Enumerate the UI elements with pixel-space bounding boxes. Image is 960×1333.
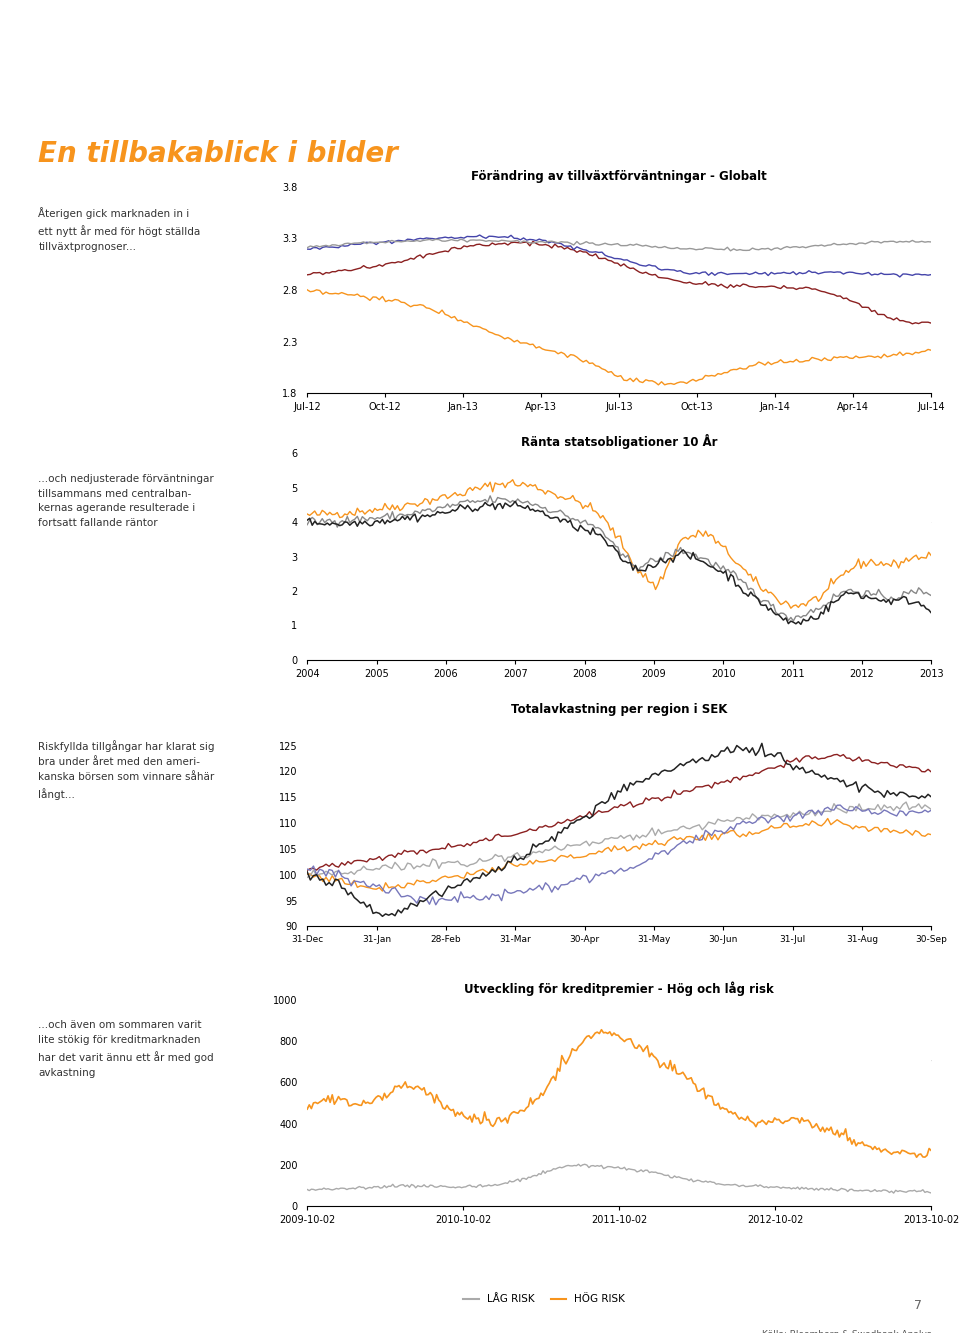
Text: TILLBAKABLICK: TILLBAKABLICK xyxy=(850,12,946,23)
Text: ...och även om sommaren varit
lite stökig för kreditmarknaden
har det varit ännu: ...och även om sommaren varit lite stöki… xyxy=(38,1021,214,1078)
Legend: 2013, 2014, 2015, 2016: 2013, 2014, 2015, 2016 xyxy=(465,477,711,496)
Legend: MSCI Sweden, MSCI USA, MSCI Europe, MSCI Far East, MSCI EM: MSCI Sweden, MSCI USA, MSCI Europe, MSCI… xyxy=(373,1017,803,1036)
Text: Återigen gick marknaden in i
ett nytt år med för högt ställda
tillväxtprognoser.: Återigen gick marknaden in i ett nytt år… xyxy=(38,207,201,252)
Title: Totalavkastning per region i SEK: Totalavkastning per region i SEK xyxy=(511,702,728,716)
Title: Ränta statsobligationer 10 År: Ränta statsobligationer 10 År xyxy=(521,435,717,449)
Legend: LÅG RISK, HÖG RISK: LÅG RISK, HÖG RISK xyxy=(459,1290,630,1309)
Title: Utveckling för kreditpremier - Hög och låg risk: Utveckling för kreditpremier - Hög och l… xyxy=(465,981,774,996)
Text: Källa: Bloomberg & Swedbank Analys: Källa: Bloomberg & Swedbank Analys xyxy=(761,517,931,527)
Text: En tillbakablick i bilder: En tillbakablick i bilder xyxy=(38,140,398,168)
Text: Källa: Bloomberg & Swedbank Analys: Källa: Bloomberg & Swedbank Analys xyxy=(761,1330,931,1333)
Text: Källa: MSCI & Swedbank Analys: Källa: MSCI & Swedbank Analys xyxy=(788,1054,931,1064)
Text: Källa: Ecowin & Swedbank Analys: Källa: Ecowin & Swedbank Analys xyxy=(780,784,931,793)
Title: Förändring av tillväxtförväntningar - Globalt: Förändring av tillväxtförväntningar - Gl… xyxy=(471,169,767,183)
Text: Riskfyllda tillgångar har klarat sig
bra under året med den ameri-
kanska börsen: Riskfyllda tillgångar har klarat sig bra… xyxy=(38,741,215,800)
Text: 7: 7 xyxy=(914,1298,922,1312)
Text: ...och nedjusterade förväntningar
tillsammans med centralban-
kernas agerande re: ...och nedjusterade förväntningar tillsa… xyxy=(38,473,214,528)
Legend: USA, TYSKLAND, SVERIGE: USA, TYSKLAND, SVERIGE xyxy=(428,744,660,762)
